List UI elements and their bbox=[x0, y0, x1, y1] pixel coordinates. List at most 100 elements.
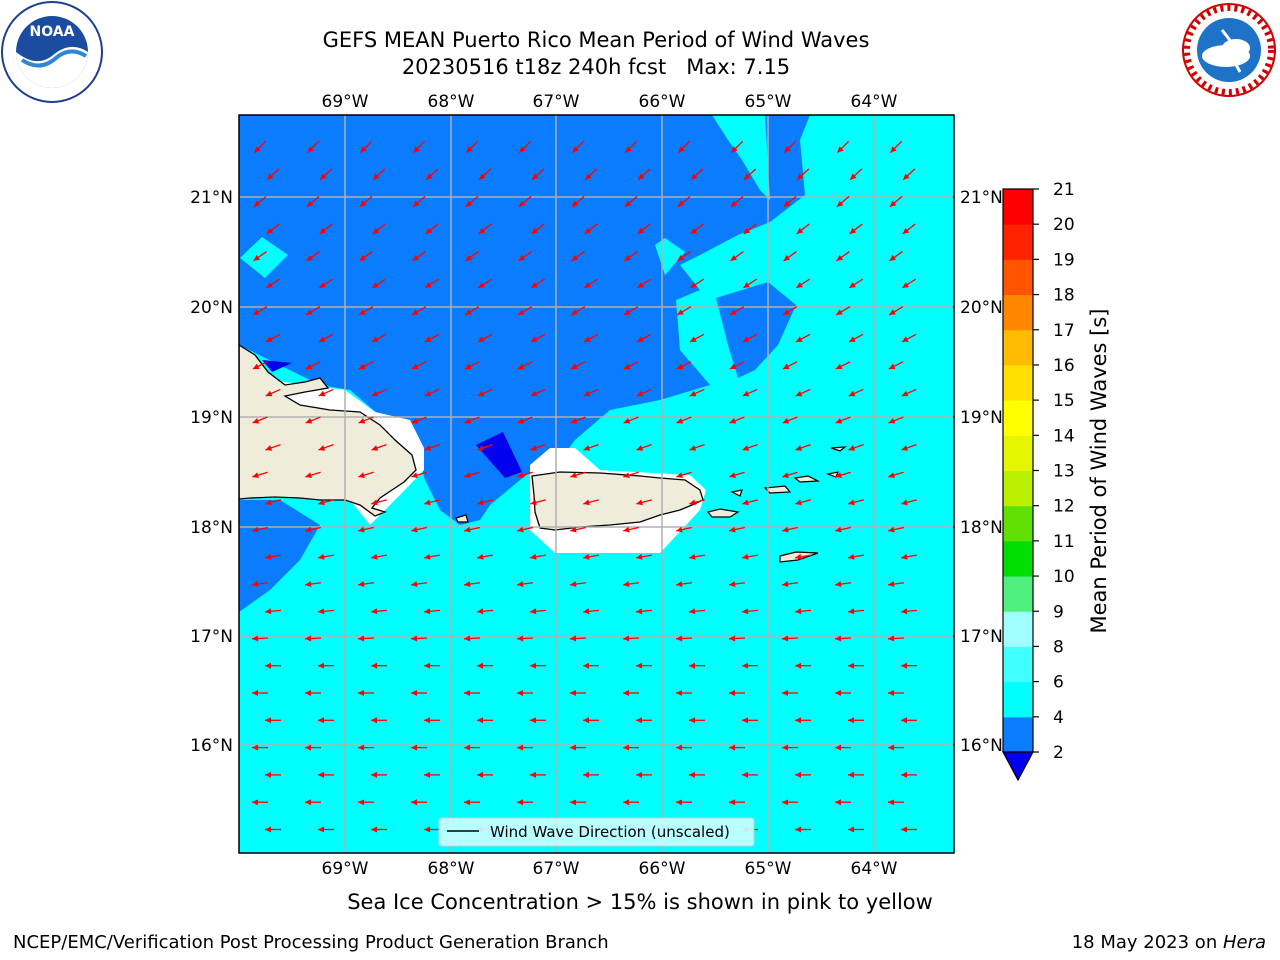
wind-wave-arrowhead bbox=[850, 173, 857, 180]
wind-wave-arrowhead bbox=[835, 526, 842, 533]
wind-wave-arrowhead bbox=[371, 662, 378, 669]
wind-wave-arrowhead bbox=[530, 771, 536, 778]
wind-wave-arrowhead bbox=[623, 799, 629, 806]
wind-wave-arrowhead bbox=[530, 662, 537, 669]
wind-wave-arrowhead bbox=[424, 553, 431, 560]
footer-credit: NCEP/EMC/Verification Post Processing Pr… bbox=[13, 932, 609, 953]
wind-wave-arrowhead bbox=[742, 445, 750, 451]
wind-wave-arrowhead bbox=[638, 173, 645, 180]
wind-wave-arrowhead bbox=[835, 690, 841, 696]
wind-wave-arrowhead bbox=[318, 445, 326, 451]
wind-wave-arrowhead bbox=[691, 173, 698, 180]
wind-wave-arrowhead bbox=[517, 363, 525, 369]
wind-wave-arrowhead bbox=[412, 254, 420, 261]
land-virgin-islands bbox=[793, 475, 821, 483]
wind-wave-arrowhead bbox=[848, 445, 856, 451]
wind-wave-arrowhead bbox=[901, 553, 908, 560]
wind-wave-arrowhead bbox=[570, 799, 576, 806]
wind-wave-arrowhead bbox=[530, 608, 537, 615]
wind-wave-arrowhead bbox=[783, 254, 791, 261]
wind-wave-arrowhead bbox=[530, 717, 536, 724]
wind-wave-arrowhead bbox=[424, 336, 432, 342]
wind-wave-arrowhead bbox=[477, 445, 485, 451]
colorbar-bin bbox=[1003, 576, 1033, 612]
colorbar-bin bbox=[1003, 294, 1033, 331]
wind-wave-arrowhead bbox=[319, 227, 327, 234]
colorbar-tick-label: 16 bbox=[1053, 356, 1075, 376]
colorbar-bin bbox=[1003, 470, 1033, 507]
wind-wave-arrowhead bbox=[305, 363, 313, 369]
colorbar-tick-label: 4 bbox=[1053, 708, 1064, 728]
wind-wave-arrowhead bbox=[572, 146, 579, 153]
wind-wave-arrowhead bbox=[372, 227, 380, 234]
wind-wave-arrowhead bbox=[795, 553, 802, 560]
wind-wave-arrowhead bbox=[571, 254, 579, 261]
wind-wave-arrowhead bbox=[358, 635, 365, 642]
wind-wave-arrowhead bbox=[265, 826, 271, 833]
wind-wave-arrowhead bbox=[729, 417, 737, 424]
colorbar-bin bbox=[1003, 224, 1033, 260]
chart-subtitle: 20230516 t18z 240h fcst Max: 7.15 bbox=[401, 55, 791, 79]
wind-wave-arrowhead bbox=[888, 417, 896, 424]
land-vieques bbox=[706, 508, 740, 518]
wind-wave-arrowhead bbox=[848, 499, 855, 506]
wind-wave-arrowhead bbox=[254, 146, 261, 153]
wind-wave-arrowhead bbox=[689, 445, 697, 451]
colorbar-tick-label: 10 bbox=[1053, 567, 1075, 587]
colorbar-bin bbox=[1003, 716, 1033, 753]
wind-wave-arrowhead bbox=[411, 472, 418, 479]
wind-wave-arrowhead bbox=[729, 744, 735, 751]
wind-wave-arrowhead bbox=[848, 717, 854, 724]
wind-wave-arrowhead bbox=[848, 608, 855, 615]
wind-wave-arrowhead bbox=[371, 717, 377, 724]
wind-wave-arrowhead bbox=[411, 744, 417, 751]
wind-wave-arrowhead bbox=[252, 690, 258, 696]
wind-wave-arrowhead bbox=[253, 254, 261, 261]
wind-wave-arrowhead bbox=[477, 553, 484, 560]
wind-wave-arrowhead bbox=[730, 254, 738, 261]
wind-wave-arrowhead bbox=[901, 390, 909, 397]
wind-wave-arrowhead bbox=[571, 200, 579, 207]
wind-wave-arrowhead bbox=[412, 200, 420, 207]
wind-wave-arrowhead bbox=[358, 799, 364, 806]
wind-wave-arrowhead bbox=[782, 799, 788, 806]
colorbar-bin bbox=[1003, 681, 1033, 718]
wind-wave-arrowhead bbox=[411, 417, 419, 424]
wind-wave-arrowhead bbox=[265, 553, 272, 560]
colorbar-bin bbox=[1003, 329, 1033, 366]
lat-tick-label: 17°N bbox=[960, 627, 1003, 647]
wind-wave-arrowhead bbox=[373, 173, 380, 180]
wind-wave-arrowhead bbox=[795, 499, 802, 506]
colorbar-bin bbox=[1003, 189, 1033, 225]
wind-wave-arrowhead bbox=[624, 200, 632, 207]
wind-wave-arrowhead bbox=[411, 581, 418, 588]
wind-wave-arrowhead bbox=[836, 200, 844, 207]
wind-wave-arrowhead bbox=[517, 472, 524, 479]
wind-wave-arrowhead bbox=[901, 771, 907, 778]
wind-wave-arrowhead bbox=[464, 472, 471, 479]
wind-wave-arrowhead bbox=[730, 309, 737, 315]
wind-wave-arrowhead bbox=[517, 854, 523, 860]
wind-wave-arrowhead bbox=[901, 662, 908, 669]
wind-wave-arrowhead bbox=[530, 336, 538, 342]
wind-wave-arrowhead bbox=[742, 553, 749, 560]
wind-wave-arrowhead bbox=[623, 363, 631, 369]
wind-wave-arrowhead bbox=[848, 771, 854, 778]
wind-wave-arrowhead bbox=[318, 553, 325, 560]
wind-wave-arrowhead bbox=[371, 771, 377, 778]
wind-wave-arrowhead bbox=[479, 173, 486, 180]
wind-wave-arrowhead bbox=[676, 744, 682, 751]
wind-wave-arrowhead bbox=[731, 146, 738, 153]
wind-wave-arrowhead bbox=[795, 771, 801, 778]
wind-wave-arrowhead bbox=[623, 635, 630, 642]
wind-wave-arrowhead bbox=[583, 717, 589, 724]
lat-tick-label: 17°N bbox=[190, 627, 233, 647]
wind-wave-arrowhead bbox=[372, 282, 379, 288]
wind-wave-arrowhead bbox=[265, 336, 273, 342]
colorbar-tick-label: 21 bbox=[1053, 180, 1075, 200]
wind-wave-arrowhead bbox=[636, 499, 643, 506]
wind-wave-arrowhead bbox=[677, 200, 685, 207]
colorbar-tick-label: 17 bbox=[1053, 321, 1075, 341]
wind-wave-arrowhead bbox=[689, 717, 695, 724]
chart-title: GEFS MEAN Puerto Rico Mean Period of Win… bbox=[322, 28, 870, 52]
